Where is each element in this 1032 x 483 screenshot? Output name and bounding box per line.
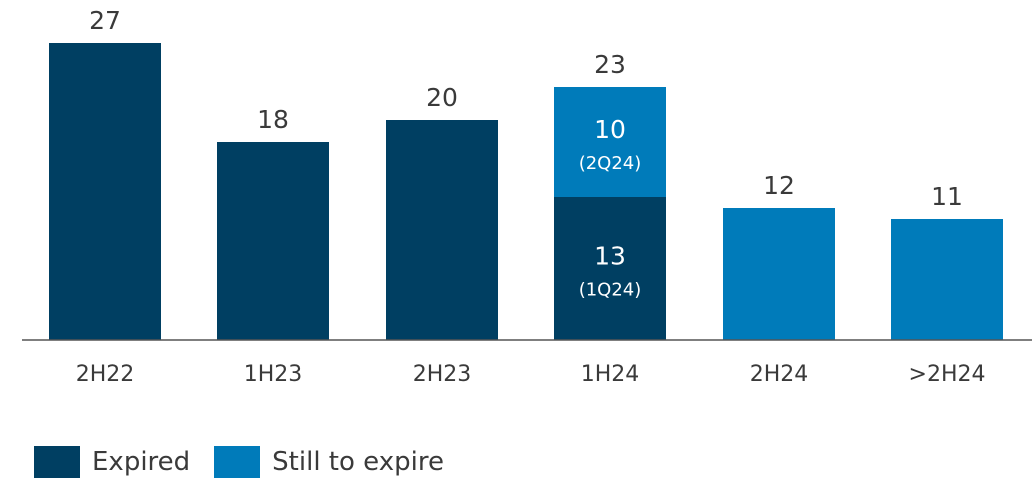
bar-2h24-still-to-expire [723,208,835,340]
legend-item-still-to-expire: Still to expire [214,446,444,478]
x-tick-label-2h22: 2H22 [76,362,135,387]
bar-2h24-still-to-expire [891,219,1003,340]
total-label-1h24: 23 [594,50,626,79]
x-tick-label-2h23: 2H23 [413,362,472,387]
segment-value-1h24-still-to-expire: 10 [594,115,626,144]
bar-1h24-expired [554,197,666,340]
legend-item-expired: Expired [34,446,190,478]
legend: Expired Still to expire [34,446,468,478]
total-label-2h23: 20 [426,83,458,112]
bar-1h23-expired [217,142,329,340]
legend-label-expired: Expired [92,447,191,477]
total-label-2h22: 27 [89,6,121,35]
bar-2h22-expired [49,43,161,340]
total-label-2h24: 12 [763,171,795,200]
total-label-1h23: 18 [257,105,289,134]
bar-1h24-still-to-expire [554,87,666,197]
x-tick-label-2h24: >2H24 [909,362,986,387]
total-label-2h24: 11 [931,182,963,211]
legend-label-still-to-expire: Still to expire [272,447,444,477]
x-tick-label-1h24: 1H24 [581,362,640,387]
x-tick-label-1h23: 1H23 [244,362,303,387]
segment-sublabel-1h24-expired: (1Q24) [579,280,642,301]
legend-swatch-expired [34,446,80,478]
x-tick-label-2h24: 2H24 [750,362,809,387]
segment-sublabel-1h24-still-to-expire: (2Q24) [579,153,642,174]
legend-swatch-still-to-expire [214,446,261,478]
bar-2h23-expired [386,120,498,340]
segment-value-1h24-expired: 13 [594,242,626,271]
bar-chart: 27 2H22 18 1H23 20 2H23 23 13 (1Q24) 10 (2Q24) 1H24… [22,6,1032,387]
